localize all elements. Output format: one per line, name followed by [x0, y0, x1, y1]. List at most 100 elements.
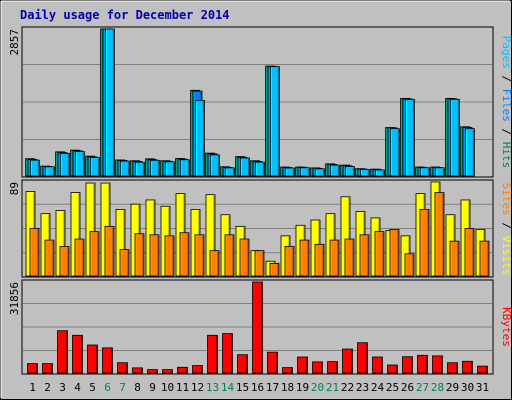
- bar-kbytes-day-24: [372, 356, 383, 374]
- bar-sites-day-27: [419, 209, 430, 277]
- bar-kbytes-day-13: [207, 334, 218, 374]
- bar-kbytes-day-28: [432, 355, 443, 374]
- x-tick-label: 10: [161, 381, 174, 394]
- bar-kbytes-day-5: [87, 344, 98, 374]
- bar-sites-day-7: [119, 249, 130, 277]
- bar-sites-day-30: [464, 228, 475, 277]
- x-tick-label: 9: [149, 381, 156, 394]
- bar-sites-day-31: [479, 240, 490, 277]
- x-tick-label: 19: [296, 381, 309, 394]
- x-tick-label: 3: [59, 381, 66, 394]
- x-tick-label: 8: [134, 381, 141, 394]
- y-max-label: 31856: [8, 282, 21, 315]
- bar-kbytes-day-4: [72, 334, 83, 374]
- bar-kbytes-day-3: [57, 330, 68, 374]
- x-tick-label: 6: [104, 381, 111, 394]
- bar-kbytes-day-20: [312, 361, 323, 374]
- bar-sites-day-12: [194, 234, 205, 277]
- legend-visits: Visits: [500, 236, 512, 276]
- bar-kbytes-day-11: [177, 366, 188, 374]
- bar-pages-day-22: [344, 166, 355, 177]
- x-tick-label: 2: [44, 381, 51, 394]
- legend: Sites / Visits: [500, 183, 512, 276]
- bar-kbytes-day-29: [447, 362, 458, 374]
- bar-kbytes-day-22: [342, 348, 353, 374]
- x-tick-label: 23: [356, 381, 369, 394]
- bar-sites-day-20: [314, 243, 325, 277]
- x-tick-label: 25: [386, 381, 399, 394]
- bar-kbytes-day-30: [462, 360, 473, 374]
- bar-kbytes-day-1: [27, 363, 38, 374]
- x-tick-label: 12: [191, 381, 204, 394]
- bar-kbytes-day-6: [102, 347, 113, 374]
- x-tick-label: 18: [281, 381, 294, 394]
- legend-kbytes: KBytes: [500, 307, 512, 347]
- x-tick-label: 7: [119, 381, 126, 394]
- bar-sites-day-14: [224, 234, 235, 277]
- bar-kbytes-day-26: [402, 356, 413, 374]
- bar-pages-day-4: [75, 151, 85, 177]
- bar-sites-day-19: [299, 239, 310, 277]
- x-tick-label: 1: [29, 381, 36, 394]
- legend-pages: Pages: [500, 36, 512, 69]
- bar-sites-day-28: [434, 192, 445, 277]
- bar-sites-day-4: [74, 238, 85, 277]
- bar-kbytes-day-31: [477, 365, 488, 374]
- bar-pages-day-29: [449, 98, 460, 177]
- bar-pages-day-6: [105, 28, 115, 177]
- x-tick-label: 17: [266, 381, 279, 394]
- bar-kbytes-day-23: [357, 342, 368, 374]
- bar-sites-day-26: [404, 253, 415, 277]
- bar-sites-day-10: [164, 235, 175, 277]
- x-tick-label: 13: [206, 381, 219, 394]
- bar-kbytes-day-19: [297, 356, 308, 374]
- bar-pages-day-21: [329, 164, 340, 177]
- bar-pages-day-27: [419, 167, 430, 177]
- bar-kbytes-day-9: [147, 369, 158, 374]
- bar-sites-day-6: [104, 225, 115, 277]
- bar-pages-day-19: [299, 167, 310, 177]
- x-tick-label: 16: [251, 381, 264, 394]
- bar-sites-day-18: [284, 246, 295, 277]
- bar-pages-day-16: [254, 161, 265, 177]
- legend-sites: Sites: [500, 183, 512, 216]
- bar-kbytes-day-12: [192, 365, 203, 374]
- bar-pages-day-20: [314, 168, 325, 177]
- bar-pages-day-10: [164, 161, 175, 177]
- bar-kbytes-day-18: [282, 367, 293, 374]
- legend-hits: Hits: [500, 142, 512, 169]
- bar-pages-day-30: [464, 128, 475, 177]
- legend-separator: /: [500, 216, 512, 236]
- bar-pages-day-14: [224, 167, 235, 177]
- bar-sites-day-5: [89, 231, 100, 277]
- bar-kbytes-day-7: [117, 362, 128, 374]
- bar-pages-day-8: [134, 161, 145, 177]
- bar-kbytes-day-14: [222, 333, 233, 374]
- bar-sites-day-22: [344, 238, 355, 277]
- bar-sites-day-23: [359, 234, 370, 277]
- legend-files: Files: [500, 89, 512, 122]
- x-tick-label: 24: [371, 381, 385, 394]
- x-tick-label: 30: [461, 381, 474, 394]
- bar-sites-day-29: [449, 240, 460, 277]
- bar-sites-day-15: [239, 238, 250, 277]
- bar-pages-day-2: [45, 166, 55, 177]
- bar-pages-day-28: [434, 167, 445, 177]
- bar-sites-day-17: [269, 262, 280, 277]
- bar-kbytes-day-27: [417, 354, 428, 374]
- bar-pages-day-7: [120, 160, 130, 177]
- bar-sites-day-8: [134, 233, 145, 277]
- legend: KBytes: [500, 307, 512, 347]
- bar-sites-day-1: [29, 228, 40, 277]
- bar-pages-day-24: [374, 169, 385, 177]
- bar-pages-day-17: [269, 66, 280, 177]
- bar-pages-day-11: [179, 159, 190, 177]
- bar-kbytes-day-25: [387, 364, 398, 374]
- x-tick-label: 11: [176, 381, 189, 394]
- bar-kbytes-day-8: [132, 367, 143, 374]
- bar-pages-day-15: [239, 157, 250, 177]
- x-tick-label: 20: [311, 381, 324, 394]
- bar-kbytes-day-10: [162, 369, 173, 374]
- bar-pages-day-26: [404, 98, 415, 177]
- bar-kbytes-day-15: [237, 354, 248, 374]
